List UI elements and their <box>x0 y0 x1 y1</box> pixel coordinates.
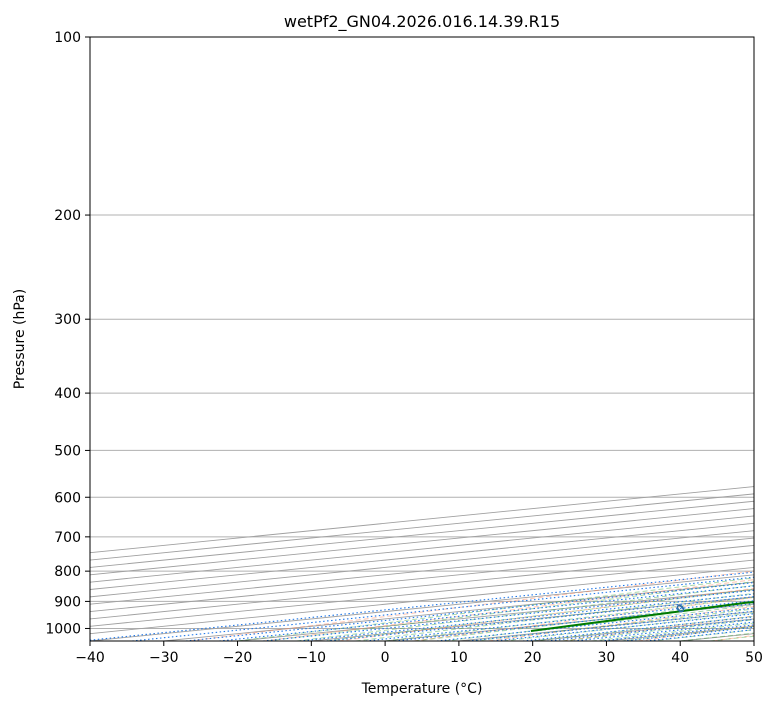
y-tick-label: 800 <box>54 564 81 580</box>
x-tick-label: −10 <box>297 650 327 666</box>
y-tick-label: 100 <box>54 30 81 46</box>
x-tick-label: −30 <box>149 650 179 666</box>
y-tick-label: 1000 <box>45 621 81 637</box>
moist-adiabat-line <box>237 577 754 641</box>
x-tick-label: −20 <box>223 650 253 666</box>
plot-frame <box>89 36 755 642</box>
mixing-ratio-line <box>326 596 754 641</box>
x-tick-label: 50 <box>745 650 763 666</box>
isotherm-line <box>90 486 754 554</box>
y-tick-label: 900 <box>54 594 81 610</box>
y-tick-label: 400 <box>54 386 81 402</box>
isotherm-line <box>90 500 754 568</box>
y-tick-label: 200 <box>54 208 81 224</box>
isotherm-line <box>90 522 754 590</box>
chart-title: wetPf2_GN04.2026.016.14.39.R15 <box>284 12 560 32</box>
isotherm-line <box>90 537 754 605</box>
isotherm-line <box>90 508 754 576</box>
x-tick-label: 10 <box>450 650 468 666</box>
isotherm-line <box>90 493 754 561</box>
x-tick-label: −40 <box>75 650 105 666</box>
y-tick-label: 600 <box>54 490 81 506</box>
grid-layer <box>90 37 754 641</box>
y-tick-label: 300 <box>54 312 81 328</box>
moist-adiabat-line <box>267 581 754 641</box>
x-axis-label: Temperature (°C) <box>361 681 483 697</box>
isotherm-line <box>90 515 754 583</box>
mixing-ratio-line <box>90 571 754 641</box>
moist-adiabat-line <box>355 592 754 641</box>
x-tick-label: 30 <box>598 650 616 666</box>
isotherm-line <box>90 530 754 598</box>
x-tick-label: 20 <box>524 650 542 666</box>
x-tick-label: 0 <box>381 650 390 666</box>
y-axis-label: Pressure (hPa) <box>12 289 28 389</box>
axes: −40 −30 −20 −10 0 10 20 30 40 50 100 200 300 400 500 60… <box>45 30 763 666</box>
mixing-ratio-line <box>365 600 754 641</box>
y-tick-label: 700 <box>54 530 81 546</box>
x-tick-label: 40 <box>671 650 689 666</box>
y-tick-label: 500 <box>54 443 81 459</box>
